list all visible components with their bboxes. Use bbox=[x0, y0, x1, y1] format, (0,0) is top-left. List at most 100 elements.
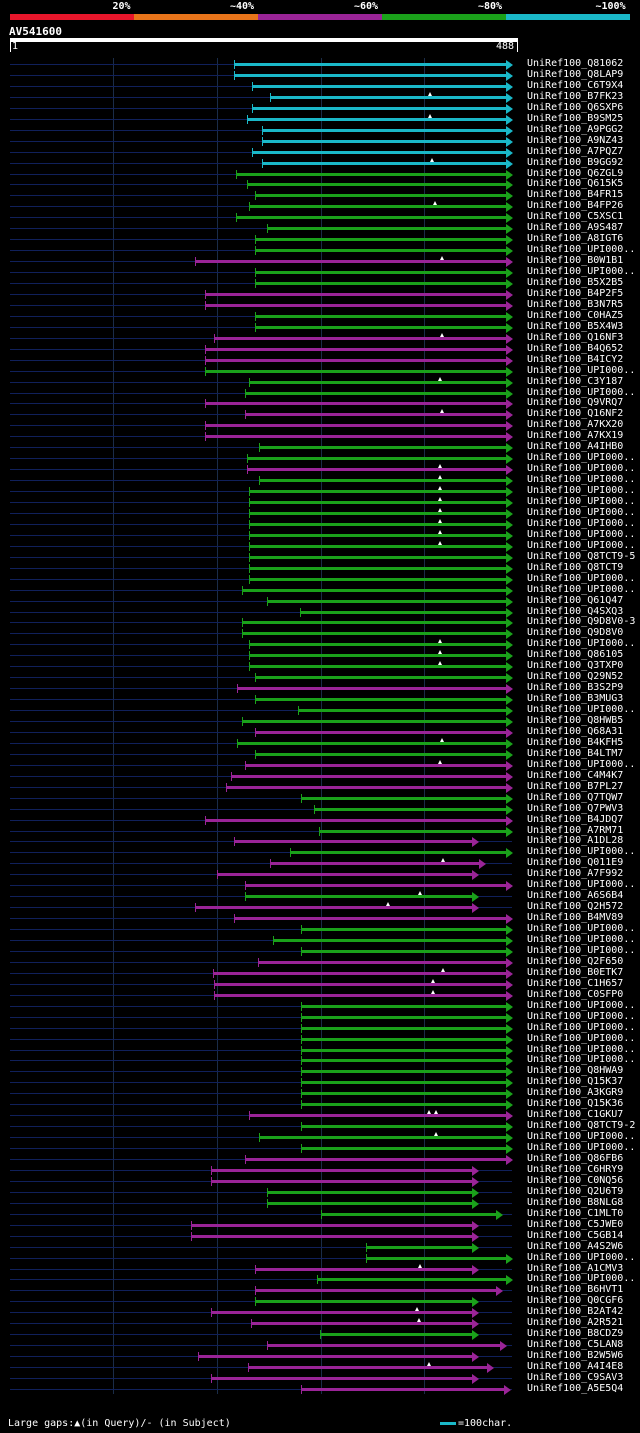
hit-bar[interactable] bbox=[301, 1092, 508, 1096]
hit-bar[interactable] bbox=[301, 1070, 508, 1074]
hit-bar[interactable] bbox=[254, 1300, 475, 1304]
hit-label[interactable]: UniRef100_UPI000.. bbox=[527, 638, 636, 650]
hit-label[interactable]: UniRef100_Q3TXP0 bbox=[527, 660, 624, 672]
hit-bar[interactable] bbox=[300, 610, 508, 614]
hit-bar[interactable] bbox=[267, 1190, 475, 1194]
hit-label[interactable]: UniRef100_A7F992 bbox=[527, 868, 624, 880]
hit-label[interactable]: UniRef100_UPI000.. bbox=[527, 572, 636, 584]
hit-bar[interactable] bbox=[205, 424, 508, 428]
hit-label[interactable]: UniRef100_A7RM71 bbox=[527, 824, 624, 836]
hit-label[interactable]: UniRef100_Q615K5 bbox=[527, 178, 624, 190]
hit-label[interactable]: UniRef100_Q29N52 bbox=[527, 671, 624, 683]
hit-label[interactable]: UniRef100_UPI000.. bbox=[527, 704, 636, 716]
hit-label[interactable]: UniRef100_UPI000.. bbox=[527, 1142, 636, 1154]
hit-bar[interactable] bbox=[242, 720, 508, 723]
hit-bar[interactable] bbox=[316, 1278, 508, 1282]
hit-label[interactable]: UniRef100_C0SFP0 bbox=[527, 988, 624, 1000]
hit-bar[interactable] bbox=[234, 63, 508, 66]
hit-label[interactable]: UniRef100_UPI000.. bbox=[527, 1021, 636, 1033]
hit-bar[interactable] bbox=[234, 73, 508, 77]
hit-label[interactable]: UniRef100_UPI000.. bbox=[527, 506, 636, 518]
hit-label[interactable]: UniRef100_UPI000.. bbox=[527, 474, 636, 486]
hit-label[interactable]: UniRef100_C0HAZ5 bbox=[527, 309, 624, 321]
hit-bar[interactable] bbox=[236, 172, 508, 176]
hit-bar[interactable] bbox=[246, 183, 508, 187]
hit-label[interactable]: UniRef100_UPI000.. bbox=[527, 1032, 636, 1044]
hit-bar[interactable] bbox=[254, 271, 508, 275]
hit-bar[interactable] bbox=[205, 303, 508, 307]
hit-label[interactable]: UniRef100_A7PQZ7 bbox=[527, 145, 624, 157]
hit-bar[interactable] bbox=[254, 752, 508, 756]
hit-label[interactable]: UniRef100_UPI000.. bbox=[527, 485, 636, 497]
hit-label[interactable]: UniRef100_UPI000.. bbox=[527, 879, 636, 891]
hit-bar[interactable] bbox=[319, 1333, 475, 1337]
hit-label[interactable]: UniRef100_UPI000.. bbox=[527, 583, 636, 595]
hit-bar[interactable] bbox=[262, 128, 508, 132]
hit-label[interactable]: UniRef100_B9GG92 bbox=[527, 156, 624, 168]
hit-bar[interactable] bbox=[246, 457, 508, 461]
hit-bar[interactable] bbox=[248, 511, 508, 515]
hit-bar[interactable] bbox=[301, 1081, 508, 1085]
hit-label[interactable]: UniRef100_Q86105 bbox=[527, 649, 624, 661]
hit-label[interactable]: UniRef100_Q9D8V0-3 bbox=[527, 616, 636, 628]
hit-bar[interactable] bbox=[301, 949, 508, 953]
hit-label[interactable]: UniRef100_Q8TCT9-2 bbox=[527, 1120, 636, 1132]
hit-bar[interactable] bbox=[248, 566, 508, 570]
hit-bar[interactable] bbox=[254, 1289, 498, 1293]
hit-bar[interactable] bbox=[244, 1158, 508, 1161]
hit-label[interactable]: UniRef100_A4I4E8 bbox=[527, 1361, 624, 1373]
hit-bar[interactable] bbox=[248, 643, 508, 647]
hit-bar[interactable] bbox=[248, 555, 508, 559]
hit-bar[interactable] bbox=[365, 1245, 475, 1249]
hit-bar[interactable] bbox=[216, 873, 475, 877]
hit-label[interactable]: UniRef100_C4M4K7 bbox=[527, 769, 624, 781]
hit-label[interactable]: UniRef100_UPI000.. bbox=[527, 463, 636, 475]
hit-bar[interactable] bbox=[267, 227, 508, 231]
hit-bar[interactable] bbox=[195, 906, 475, 910]
hit-bar[interactable] bbox=[258, 1136, 508, 1140]
hit-label[interactable]: UniRef100_C9SAV3 bbox=[527, 1372, 624, 1383]
hit-label[interactable]: UniRef100_B9SM25 bbox=[527, 112, 624, 124]
hit-label[interactable]: UniRef100_UPI000.. bbox=[527, 386, 636, 398]
hit-bar[interactable] bbox=[242, 621, 508, 625]
hit-bar[interactable] bbox=[242, 632, 508, 636]
hit-bar[interactable] bbox=[212, 971, 508, 975]
hit-label[interactable]: UniRef100_UPI000.. bbox=[527, 1251, 636, 1263]
hit-bar[interactable] bbox=[234, 840, 475, 844]
hit-label[interactable]: UniRef100_B4ICY2 bbox=[527, 353, 624, 365]
hit-bar[interactable] bbox=[301, 796, 508, 800]
hit-label[interactable]: UniRef100_UPI000.. bbox=[527, 364, 636, 376]
hit-label[interactable]: UniRef100_B8CDZ9 bbox=[527, 1328, 624, 1340]
hit-label[interactable]: UniRef100_Q2U6T9 bbox=[527, 1185, 624, 1197]
hit-label[interactable]: UniRef100_B5X4W3 bbox=[527, 320, 624, 332]
hit-label[interactable]: UniRef100_Q7TQW7 bbox=[527, 791, 624, 803]
hit-bar[interactable] bbox=[298, 709, 508, 713]
hit-label[interactable]: UniRef100_C1H657 bbox=[527, 977, 624, 989]
hit-bar[interactable] bbox=[248, 1114, 508, 1118]
hit-label[interactable]: UniRef100_Q15K36 bbox=[527, 1098, 624, 1110]
hit-label[interactable]: UniRef100_B8NLG8 bbox=[527, 1196, 624, 1208]
hit-bar[interactable] bbox=[205, 358, 508, 362]
hit-label[interactable]: UniRef100_B4LTM7 bbox=[527, 747, 624, 759]
hit-bar[interactable] bbox=[191, 1234, 475, 1238]
hit-label[interactable]: UniRef100_UPI000.. bbox=[527, 923, 636, 935]
hit-label[interactable]: UniRef100_C6T9X4 bbox=[527, 79, 624, 91]
hit-label[interactable]: UniRef100_B4JDQ7 bbox=[527, 813, 624, 825]
hit-bar[interactable] bbox=[248, 522, 508, 526]
hit-label[interactable]: UniRef100_A5E5Q4 bbox=[527, 1382, 624, 1394]
hit-label[interactable]: UniRef100_B3S2P9 bbox=[527, 682, 624, 694]
hit-label[interactable]: UniRef100_UPI000.. bbox=[527, 846, 636, 858]
hit-bar[interactable] bbox=[301, 1059, 508, 1063]
hit-label[interactable]: UniRef100_A7KX20 bbox=[527, 419, 624, 431]
hit-label[interactable]: UniRef100_Q011E9 bbox=[527, 857, 624, 869]
hit-bar[interactable] bbox=[234, 917, 508, 921]
hit-label[interactable]: UniRef100_C5LAN8 bbox=[527, 1339, 624, 1351]
hit-label[interactable]: UniRef100_B2W5W6 bbox=[527, 1350, 624, 1362]
hit-bar[interactable] bbox=[365, 1256, 508, 1260]
hit-bar[interactable] bbox=[301, 1387, 506, 1391]
hit-bar[interactable] bbox=[254, 730, 508, 734]
hit-bar[interactable] bbox=[251, 106, 508, 110]
hit-label[interactable]: UniRef100_Q68A31 bbox=[527, 725, 624, 737]
hit-label[interactable]: UniRef100_C5GB14 bbox=[527, 1229, 624, 1241]
hit-bar[interactable] bbox=[270, 862, 482, 866]
